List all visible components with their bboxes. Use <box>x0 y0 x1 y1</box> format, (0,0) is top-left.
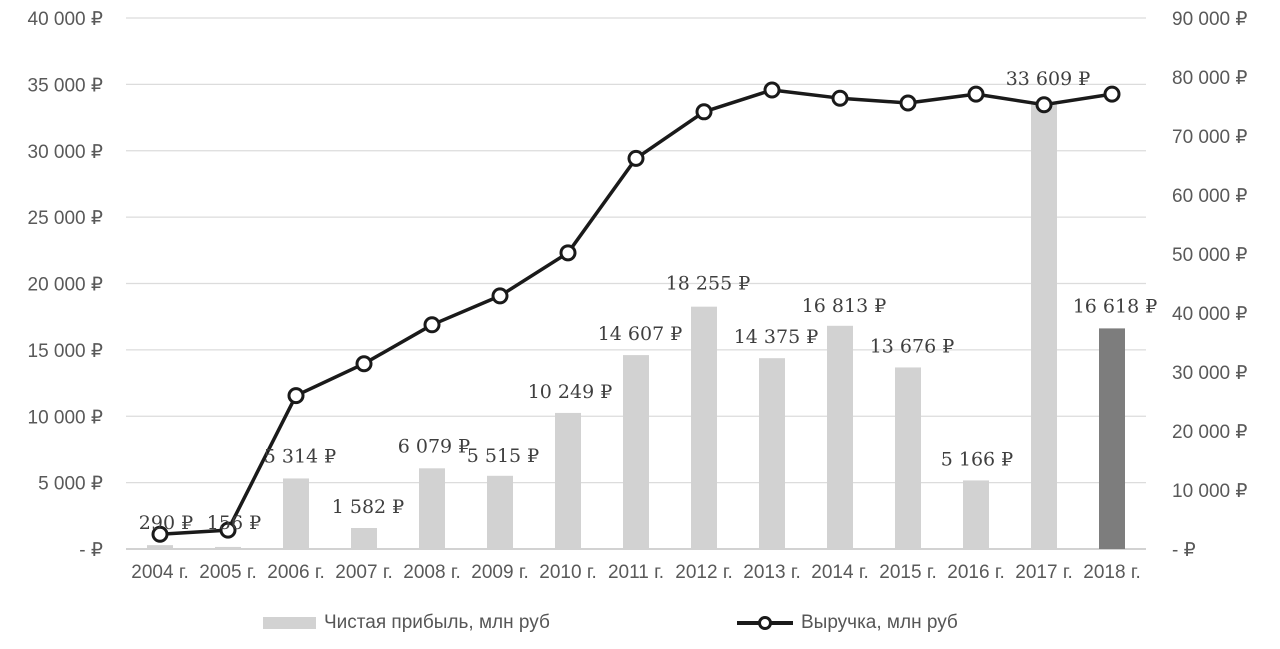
x-axis-label: 2014 г. <box>811 562 868 583</box>
left-axis-tick: 5 000 ₽ <box>38 474 103 495</box>
bar-label-2014: 16 813 ₽ <box>802 295 887 317</box>
bar-2014 <box>827 325 853 549</box>
right-axis-tick: 30 000 ₽ <box>1172 363 1247 384</box>
bar-label-2004: 290 ₽ <box>139 512 193 534</box>
bar-label-2011: 14 607 ₽ <box>598 323 683 345</box>
bar-2006 <box>283 478 309 549</box>
bar-2008 <box>419 468 445 549</box>
right-axis-tick: 20 000 ₽ <box>1172 422 1247 443</box>
net-profit-swatch-icon <box>263 617 316 629</box>
x-axis-label: 2010 г. <box>539 562 596 583</box>
x-axis-label: 2015 г. <box>879 562 936 583</box>
bar-label-2012: 18 255 ₽ <box>666 273 751 295</box>
bar-2010 <box>555 412 581 549</box>
legend-item-revenue: Выручка, млн руб <box>737 609 958 637</box>
legend-label-revenue: Выручка, млн руб <box>801 612 958 633</box>
bar-2011 <box>623 355 649 549</box>
revenue-marker-2005 <box>219 521 237 539</box>
revenue-marker-2004 <box>151 525 169 543</box>
left-axis-tick: 30 000 ₽ <box>28 142 103 163</box>
revenue-marker-2009 <box>491 287 509 305</box>
right-axis-tick: 80 000 ₽ <box>1172 68 1247 89</box>
bar-2009 <box>487 475 513 549</box>
revenue-marker-2010 <box>559 244 577 262</box>
x-axis-label: 2016 г. <box>947 562 1004 583</box>
legend-item-net-profit: Чистая прибыль, млн руб <box>263 609 550 637</box>
right-axis-tick: 60 000 ₽ <box>1172 186 1247 207</box>
revenue-marker-2006 <box>287 387 305 405</box>
revenue-marker-2017 <box>1035 96 1053 114</box>
x-axis-label: 2004 г. <box>131 562 188 583</box>
bar-2007 <box>351 527 377 549</box>
revenue-marker-2012 <box>695 103 713 121</box>
right-axis-tick: 10 000 ₽ <box>1172 481 1247 502</box>
bar-2004 <box>147 545 173 549</box>
bar-label-2007: 1 582 ₽ <box>332 496 405 518</box>
bar-label-2008: 6 079 ₽ <box>398 435 471 457</box>
bar-label-2006: 5 314 ₽ <box>264 445 337 467</box>
bar-label-2018: 16 618 ₽ <box>1073 295 1158 317</box>
right-axis-tick: - ₽ <box>1172 540 1196 561</box>
revenue-line-marker-icon <box>737 615 793 631</box>
revenue-marker-2011 <box>627 149 645 167</box>
x-axis-label: 2009 г. <box>471 562 528 583</box>
revenue-marker-2016 <box>967 85 985 103</box>
left-axis-tick: 10 000 ₽ <box>28 407 103 428</box>
bar-label-2009: 5 515 ₽ <box>467 445 540 467</box>
x-axis-label: 2013 г. <box>743 562 800 583</box>
revenue-marker-2018 <box>1103 85 1121 103</box>
bar-label-2016: 5 166 ₽ <box>941 448 1014 470</box>
left-axis-tick: - ₽ <box>79 540 103 561</box>
right-axis-tick: 70 000 ₽ <box>1172 127 1247 148</box>
x-axis-label: 2007 г. <box>335 562 392 583</box>
x-axis-label: 2017 г. <box>1015 562 1072 583</box>
left-axis-tick: 20 000 ₽ <box>28 275 103 296</box>
revenue-marker-2015 <box>899 94 917 112</box>
right-axis-tick: 90 000 ₽ <box>1172 9 1247 30</box>
bar-label-2013: 14 375 ₽ <box>734 326 819 348</box>
left-axis-tick: 15 000 ₽ <box>28 341 103 362</box>
bar-2013 <box>759 358 785 549</box>
bar-2015 <box>895 367 921 549</box>
left-axis-tick: 35 000 ₽ <box>28 75 103 96</box>
bar-2017 <box>1031 102 1057 550</box>
right-axis-tick: 50 000 ₽ <box>1172 245 1247 266</box>
bar-label-2015: 13 676 ₽ <box>870 335 955 357</box>
revenue-marker-2014 <box>831 89 849 107</box>
bar-2005 <box>215 546 241 549</box>
bar-2018 <box>1099 328 1125 549</box>
right-axis-tick: 40 000 ₽ <box>1172 304 1247 325</box>
revenue-marker-2013 <box>763 81 781 99</box>
bar-label-2017: 33 609 ₽ <box>1006 68 1091 90</box>
legend-label-net-profit: Чистая прибыль, млн руб <box>324 612 550 633</box>
left-axis-tick: 40 000 ₽ <box>28 9 103 30</box>
x-axis-label: 2005 г. <box>199 562 256 583</box>
left-axis-tick: 25 000 ₽ <box>28 208 103 229</box>
revenue-marker-2008 <box>423 316 441 334</box>
x-axis-label: 2008 г. <box>403 562 460 583</box>
revenue-marker-2007 <box>355 355 373 373</box>
bar-2012 <box>691 306 717 549</box>
bar-label-2005: 156 ₽ <box>207 512 261 534</box>
bar-label-2010: 10 249 ₽ <box>528 381 613 403</box>
x-axis-label: 2012 г. <box>675 562 732 583</box>
bar-2016 <box>963 480 989 549</box>
x-axis-label: 2006 г. <box>267 562 324 583</box>
x-axis-label: 2018 г. <box>1083 562 1140 583</box>
x-axis-label: 2011 г. <box>608 562 664 583</box>
